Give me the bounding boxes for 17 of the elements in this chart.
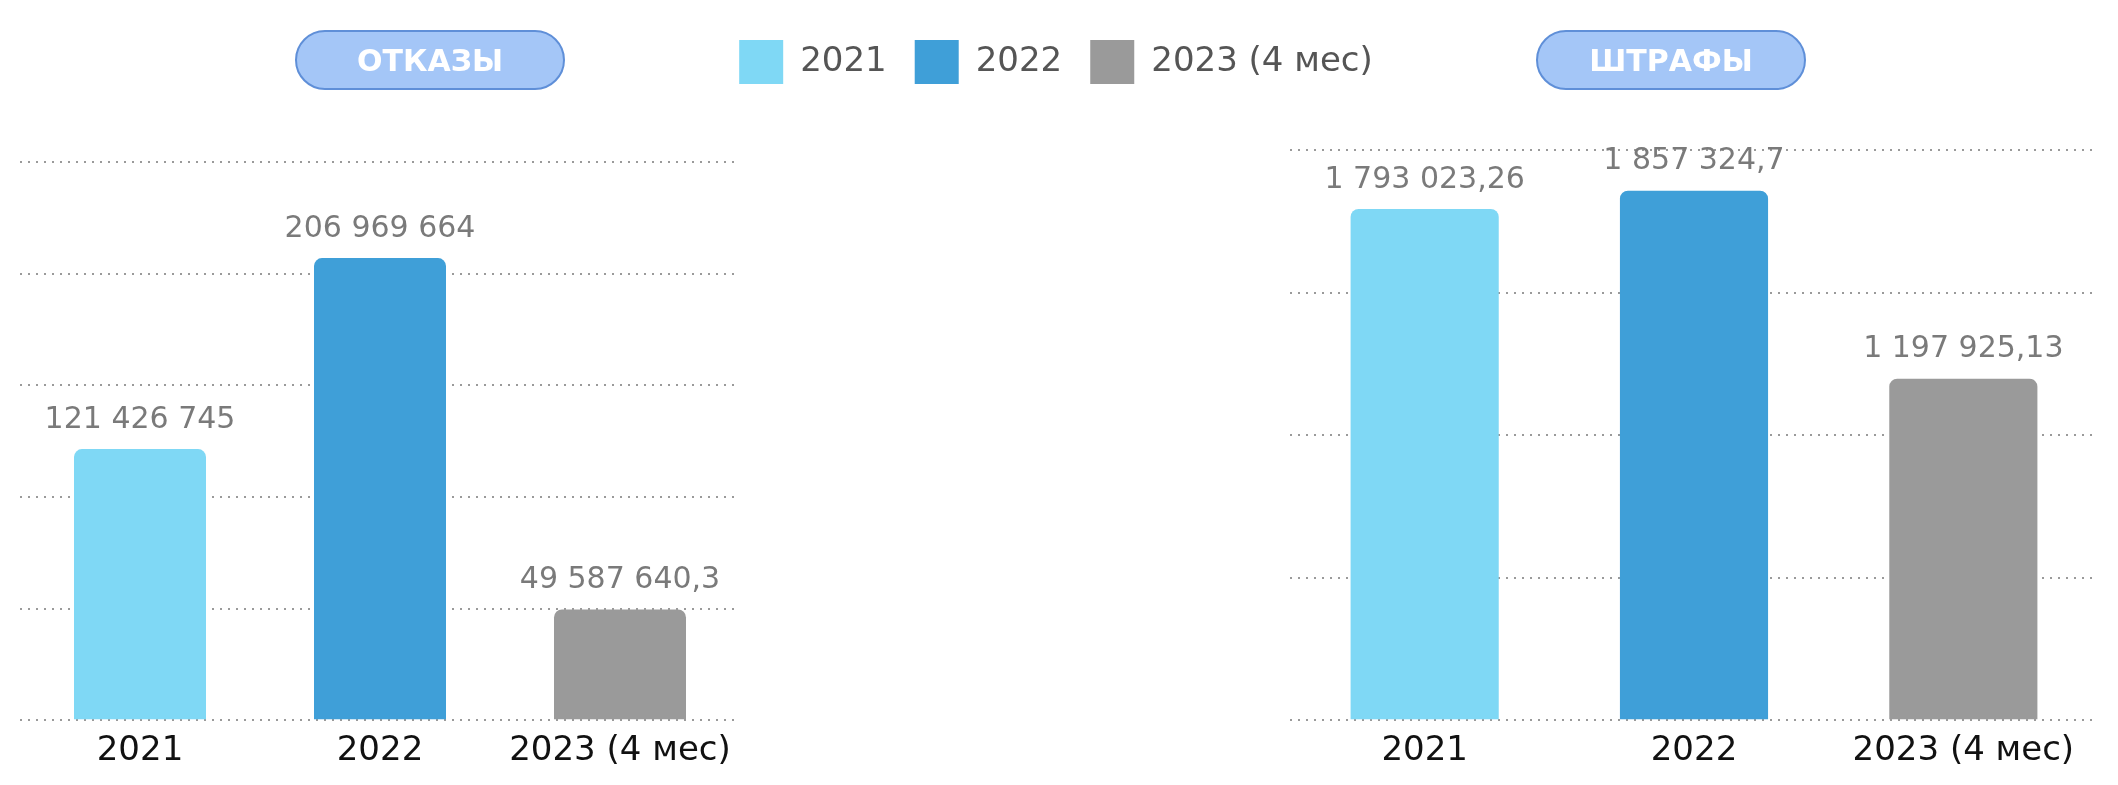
- data-label: 1 857 324,7: [1603, 141, 1785, 177]
- x-tick-label: 2021: [96, 728, 184, 769]
- x-tick-label: 2023 (4 мес): [1852, 728, 2075, 769]
- data-label: 121 426 745: [44, 399, 236, 435]
- x-tick-label: 2023 (4 мес): [509, 728, 731, 769]
- chart-title: ШТРАФЫ: [1536, 30, 1806, 90]
- data-label: 1 197 925,13: [1863, 329, 2064, 365]
- chart-title: ОТКАЗЫ: [295, 30, 565, 90]
- legend-label: 2022: [975, 38, 1063, 79]
- x-tick-label: 2021: [1381, 728, 1468, 769]
- data-label: 206 969 664: [284, 208, 476, 244]
- x-tick-label: 2022: [1650, 728, 1738, 769]
- data-label: 49 587 640,3: [519, 560, 721, 596]
- x-tick-label: 2022: [336, 728, 424, 769]
- data-label: 1 793 023,26: [1324, 159, 1525, 195]
- legend-label: 2021: [800, 38, 887, 79]
- legend-label: 2023 (4 мес): [1151, 38, 1373, 79]
